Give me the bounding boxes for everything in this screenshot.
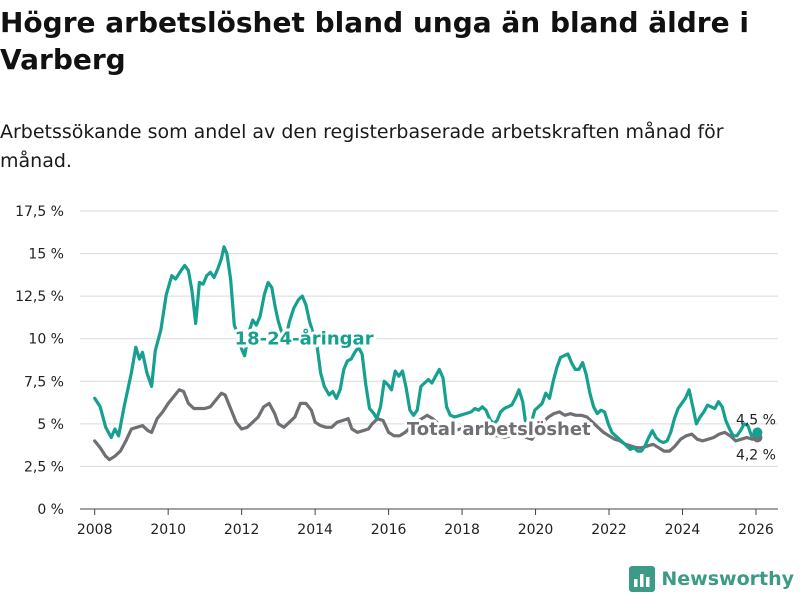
x-tick-label: 2010 xyxy=(150,522,186,538)
y-tick-label: 5 % xyxy=(37,417,64,433)
bar-chart-logo-icon xyxy=(629,566,656,592)
brand-name: Newsworthy xyxy=(661,568,794,590)
y-tick-label: 2,5 % xyxy=(24,459,64,475)
chart-title: Högre arbetslöshet bland unga än bland ä… xyxy=(0,6,749,76)
series-label: Total arbetslöshet xyxy=(407,419,591,440)
x-tick-label: 2020 xyxy=(518,522,554,538)
y-tick-label: 7,5 % xyxy=(24,374,64,390)
series-line-youth xyxy=(93,245,759,453)
x-tick-label: 2024 xyxy=(665,522,701,538)
end-value-label: 4,5 % xyxy=(736,412,776,428)
y-tick-label: 17,5 % xyxy=(15,204,64,220)
x-tick-label: 2018 xyxy=(444,522,480,538)
x-tick-label: 2016 xyxy=(371,522,407,538)
x-tick-label: 2022 xyxy=(591,522,627,538)
y-tick-label: 10 % xyxy=(28,332,64,348)
y-tick-label: 12,5 % xyxy=(15,289,64,305)
x-tick-label: 2014 xyxy=(297,522,333,538)
y-axis-ticks: 0 % 2,5 % 5 % 7,5 % 10 % 12,5 % 15 % 17,5 % xyxy=(15,204,64,518)
y-tick-label: 0 % xyxy=(37,502,64,518)
brand[interactable]: Newsworthy xyxy=(629,566,794,592)
series-end-dot xyxy=(752,427,763,438)
end-value-label: 4,2 % xyxy=(736,447,776,463)
series-label: 18-24-åringar xyxy=(235,328,374,350)
series-lines xyxy=(93,245,763,462)
series-label: Total arbetslöshet xyxy=(407,419,591,440)
x-tick-label: 2012 xyxy=(224,522,260,538)
chart-subtitle: Arbetssökande som andel av den registerb… xyxy=(0,121,724,172)
gridlines xyxy=(80,210,778,510)
x-tick-label: 2008 xyxy=(77,522,113,538)
x-tick-label: 2026 xyxy=(738,522,774,538)
x-axis: 2008 2010 2012 2014 2016 2018 2020 2022 2024 2026 xyxy=(77,509,774,538)
y-tick-label: 15 % xyxy=(28,247,64,263)
series-label: 18-24-åringar xyxy=(235,328,374,350)
